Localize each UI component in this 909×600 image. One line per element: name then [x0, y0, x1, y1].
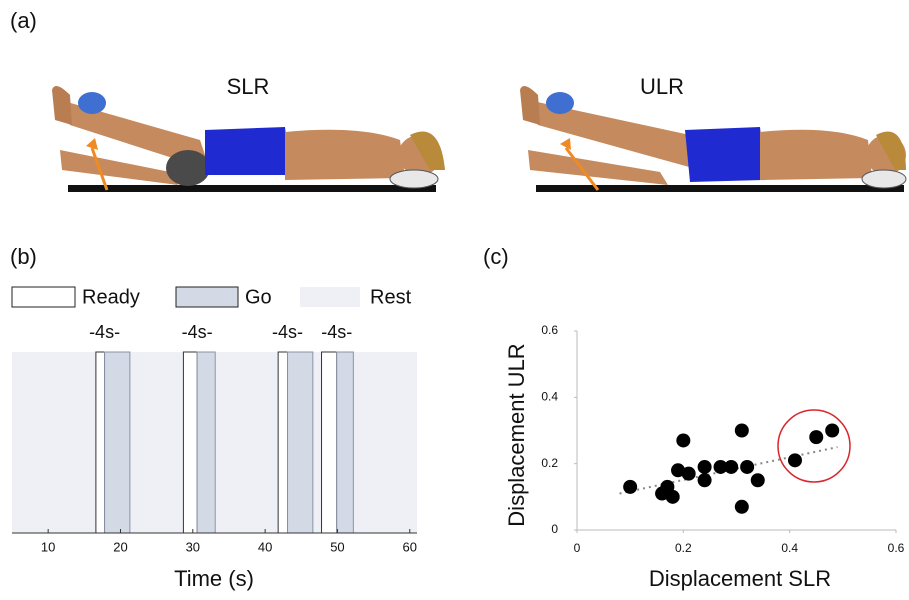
interval-label: -4s-	[272, 322, 303, 342]
panel-label: (a)	[10, 8, 37, 33]
panel-label: (c)	[483, 244, 509, 269]
panel-label: (b)	[10, 244, 37, 269]
point	[682, 467, 696, 481]
x-tick-label: 10	[41, 539, 55, 554]
point	[735, 500, 749, 514]
legend-swatch	[300, 287, 360, 307]
x-tick-label: 50	[330, 539, 344, 554]
point	[666, 490, 680, 504]
ready-interval	[183, 352, 197, 533]
legend-label: Ready	[82, 286, 140, 308]
ready-interval	[96, 352, 105, 533]
x-axis-title: Displacement SLR	[649, 566, 831, 591]
point	[676, 433, 690, 447]
point	[698, 473, 712, 487]
x-axis-title: Time (s)	[174, 566, 254, 591]
interval-label: -4s-	[182, 322, 213, 342]
legend-label: Go	[245, 286, 272, 308]
point	[825, 424, 839, 438]
figure-ulr	[520, 86, 906, 192]
point	[788, 453, 802, 467]
figure: (a) SLR ULR (b) Time (s) (c) Displacemen…	[0, 0, 909, 595]
x-tick-label: 40	[258, 539, 272, 554]
interval-label: -4s-	[321, 322, 352, 342]
x-tick-label: 60	[403, 539, 417, 554]
y-tick-label: 0	[551, 522, 558, 536]
illustration-title: ULR	[640, 74, 684, 99]
x-tick-label: 0	[574, 541, 581, 555]
x-tick-label: 30	[186, 539, 200, 554]
legend-label: Rest	[370, 286, 412, 308]
x-tick-label: 0.6	[888, 541, 905, 555]
illustration-title: SLR	[227, 74, 270, 99]
point	[740, 460, 754, 474]
point	[623, 480, 637, 494]
point	[724, 460, 738, 474]
go-interval	[197, 352, 215, 533]
point	[809, 430, 823, 444]
legend-swatch	[12, 287, 75, 307]
point	[751, 473, 765, 487]
x-tick-label: 20	[113, 539, 127, 554]
point	[735, 424, 749, 438]
ready-interval	[278, 352, 287, 533]
y-tick-label: 0.6	[541, 323, 558, 337]
y-tick-label: 0.2	[541, 456, 558, 470]
figure-slr	[52, 86, 445, 192]
x-tick-label: 0.2	[675, 541, 692, 555]
highlight-circle	[778, 410, 850, 482]
y-tick-label: 0.4	[541, 390, 558, 404]
x-tick-label: 0.4	[781, 541, 798, 555]
interval-label: -4s-	[89, 322, 120, 342]
go-interval	[337, 352, 354, 533]
go-interval	[105, 352, 130, 533]
go-interval	[288, 352, 313, 533]
ready-interval	[322, 352, 337, 533]
y-axis-title: Displacement ULR	[504, 343, 529, 526]
point	[698, 460, 712, 474]
legend-swatch	[176, 287, 238, 307]
